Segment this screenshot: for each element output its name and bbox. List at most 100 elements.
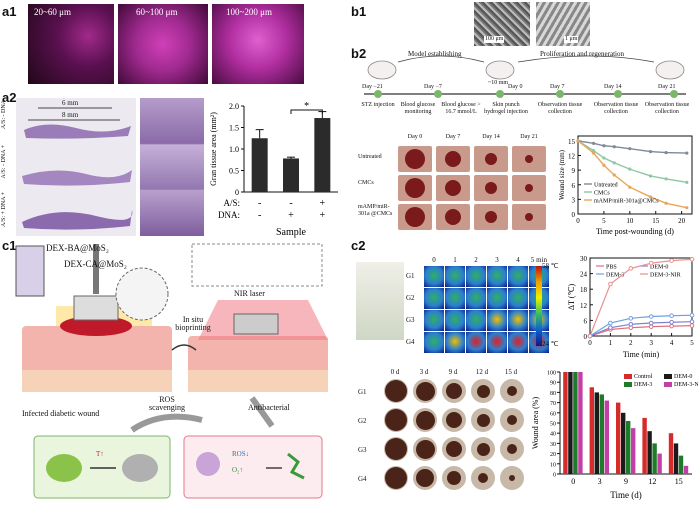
y-tick-label: 3 — [572, 196, 576, 204]
x-tick-label: 1 — [609, 339, 613, 347]
wound-size-chart: 0 3 6 9 12 15 0 5 10 15 20 Untreated CMCs mAMP/miR-30… — [558, 135, 693, 236]
y-tick-label: 80 — [550, 391, 556, 397]
event-stz: STZ injection — [361, 102, 395, 108]
series-point — [602, 144, 606, 148]
thermal-cell — [466, 288, 486, 309]
thermal-cell — [445, 332, 465, 353]
wound-spot — [385, 467, 407, 489]
day-0: Day 0 — [508, 84, 523, 90]
series-point — [591, 149, 596, 153]
series-point — [591, 151, 596, 155]
row-sign: - — [258, 198, 261, 209]
y-tick-label: 100 — [547, 371, 556, 377]
bar — [594, 392, 599, 474]
y-tick-label: 6 — [584, 317, 588, 325]
y-tick-label: 2.0 — [229, 102, 239, 111]
legend-label: mAMP/miR-301a@CMCs — [594, 199, 659, 205]
thermal-cell — [487, 310, 507, 331]
event-obs-14: Observation tissue collection — [593, 102, 639, 115]
bar — [283, 158, 299, 192]
fluorescence-image-1: 20~60 μm — [28, 4, 114, 84]
series-point — [685, 180, 689, 184]
wound-dim: ~10 mm — [488, 80, 509, 86]
y-tick-label: 20 — [550, 452, 556, 458]
wound-spot — [385, 409, 407, 431]
bar — [573, 372, 578, 474]
wound-label: Infected diabetic wound — [22, 409, 100, 418]
event-glucose-level: Blood glucose > 16.7 mmol/L — [441, 102, 481, 115]
day-m7: Day −7 — [424, 84, 442, 90]
temp-colorbar — [536, 266, 542, 346]
wound-photo — [436, 204, 470, 230]
scale-1um: 1 μm — [564, 36, 579, 43]
bar — [568, 372, 573, 474]
y-axis-label: Wound area (%) — [531, 397, 540, 450]
legend-label: DEM-3 — [606, 273, 624, 279]
wound-photo — [512, 146, 546, 172]
scale-100um: 100 μm — [484, 36, 505, 43]
thermal-cell — [508, 288, 528, 309]
bar — [642, 417, 647, 474]
legend-label: DEM-3 — [634, 382, 652, 388]
panel-label-a1: a1 — [2, 4, 17, 19]
wound-photo — [512, 175, 546, 201]
a2-row-labels: A/S: - DNA A/S: - DNA + A/S: + DNA + — [1, 100, 15, 230]
series-point — [664, 177, 668, 181]
x-axis-label: Time post-wounding (d) — [596, 227, 674, 236]
series-point — [648, 174, 653, 178]
x-axis-label: Time (d) — [610, 490, 641, 500]
plot-frame — [577, 135, 693, 215]
sig-mark: * — [304, 101, 309, 112]
photo-col-3: Day 21 — [520, 134, 538, 140]
wound-photo — [471, 408, 495, 432]
y-tick-label: 0.5 — [229, 167, 239, 176]
bar — [616, 402, 621, 474]
photo-row-2: mAMP/miR-301a @CMCs — [358, 204, 393, 217]
histology-zoom — [140, 98, 204, 236]
photo-row-0: Untreated — [358, 154, 382, 160]
series-point — [602, 163, 606, 167]
photo-col-1: Day 7 — [445, 134, 461, 140]
series-point — [689, 319, 695, 324]
bar — [657, 453, 662, 474]
temp-min: 24 ℃ — [542, 340, 559, 348]
x-tick-label: 10 — [626, 217, 634, 225]
wound-photo — [384, 408, 408, 432]
wound-photo — [413, 437, 437, 461]
row-label: DNA: — [218, 210, 240, 220]
wound-photo — [398, 175, 432, 201]
wound-photo — [413, 466, 437, 490]
sem-image-high: 1 μm — [536, 2, 590, 46]
legend-swatch — [664, 382, 672, 387]
wound-spot — [485, 153, 497, 165]
x-tick-label: 0 — [576, 217, 580, 225]
bar — [604, 400, 609, 474]
thermal-group-label: G3 — [406, 316, 415, 324]
thermal-cell — [487, 332, 507, 353]
wound-spot — [509, 475, 515, 481]
row-label-1: A/S: - DNA — [1, 100, 7, 130]
wound-photo — [471, 379, 495, 403]
phase-model: Model establishing — [408, 50, 462, 58]
series-point — [602, 156, 606, 160]
legend-swatch — [624, 374, 632, 379]
y-tick-label: 24 — [580, 271, 588, 279]
bar — [668, 433, 674, 474]
series-line — [589, 321, 693, 337]
y-tick-label: 90 — [550, 381, 556, 387]
thermal-group-label: G4 — [406, 338, 415, 346]
x-tick-label: 9 — [624, 477, 628, 486]
wound-spot — [405, 178, 425, 198]
series-line — [589, 314, 693, 337]
wound-spot — [507, 386, 517, 396]
symbol-ros: ROS↓ — [232, 450, 250, 458]
wound-photo — [442, 379, 466, 403]
legend-label: Untreated — [594, 183, 618, 189]
dim-6mm: 6 mm — [62, 99, 79, 107]
x-tick-label: 3 — [598, 477, 602, 486]
y-tick-label: 60 — [550, 411, 556, 417]
x-tick-label: 3 — [649, 339, 653, 347]
wound-spot — [476, 384, 490, 398]
wound-photo — [500, 466, 524, 490]
wound-photo — [384, 379, 408, 403]
